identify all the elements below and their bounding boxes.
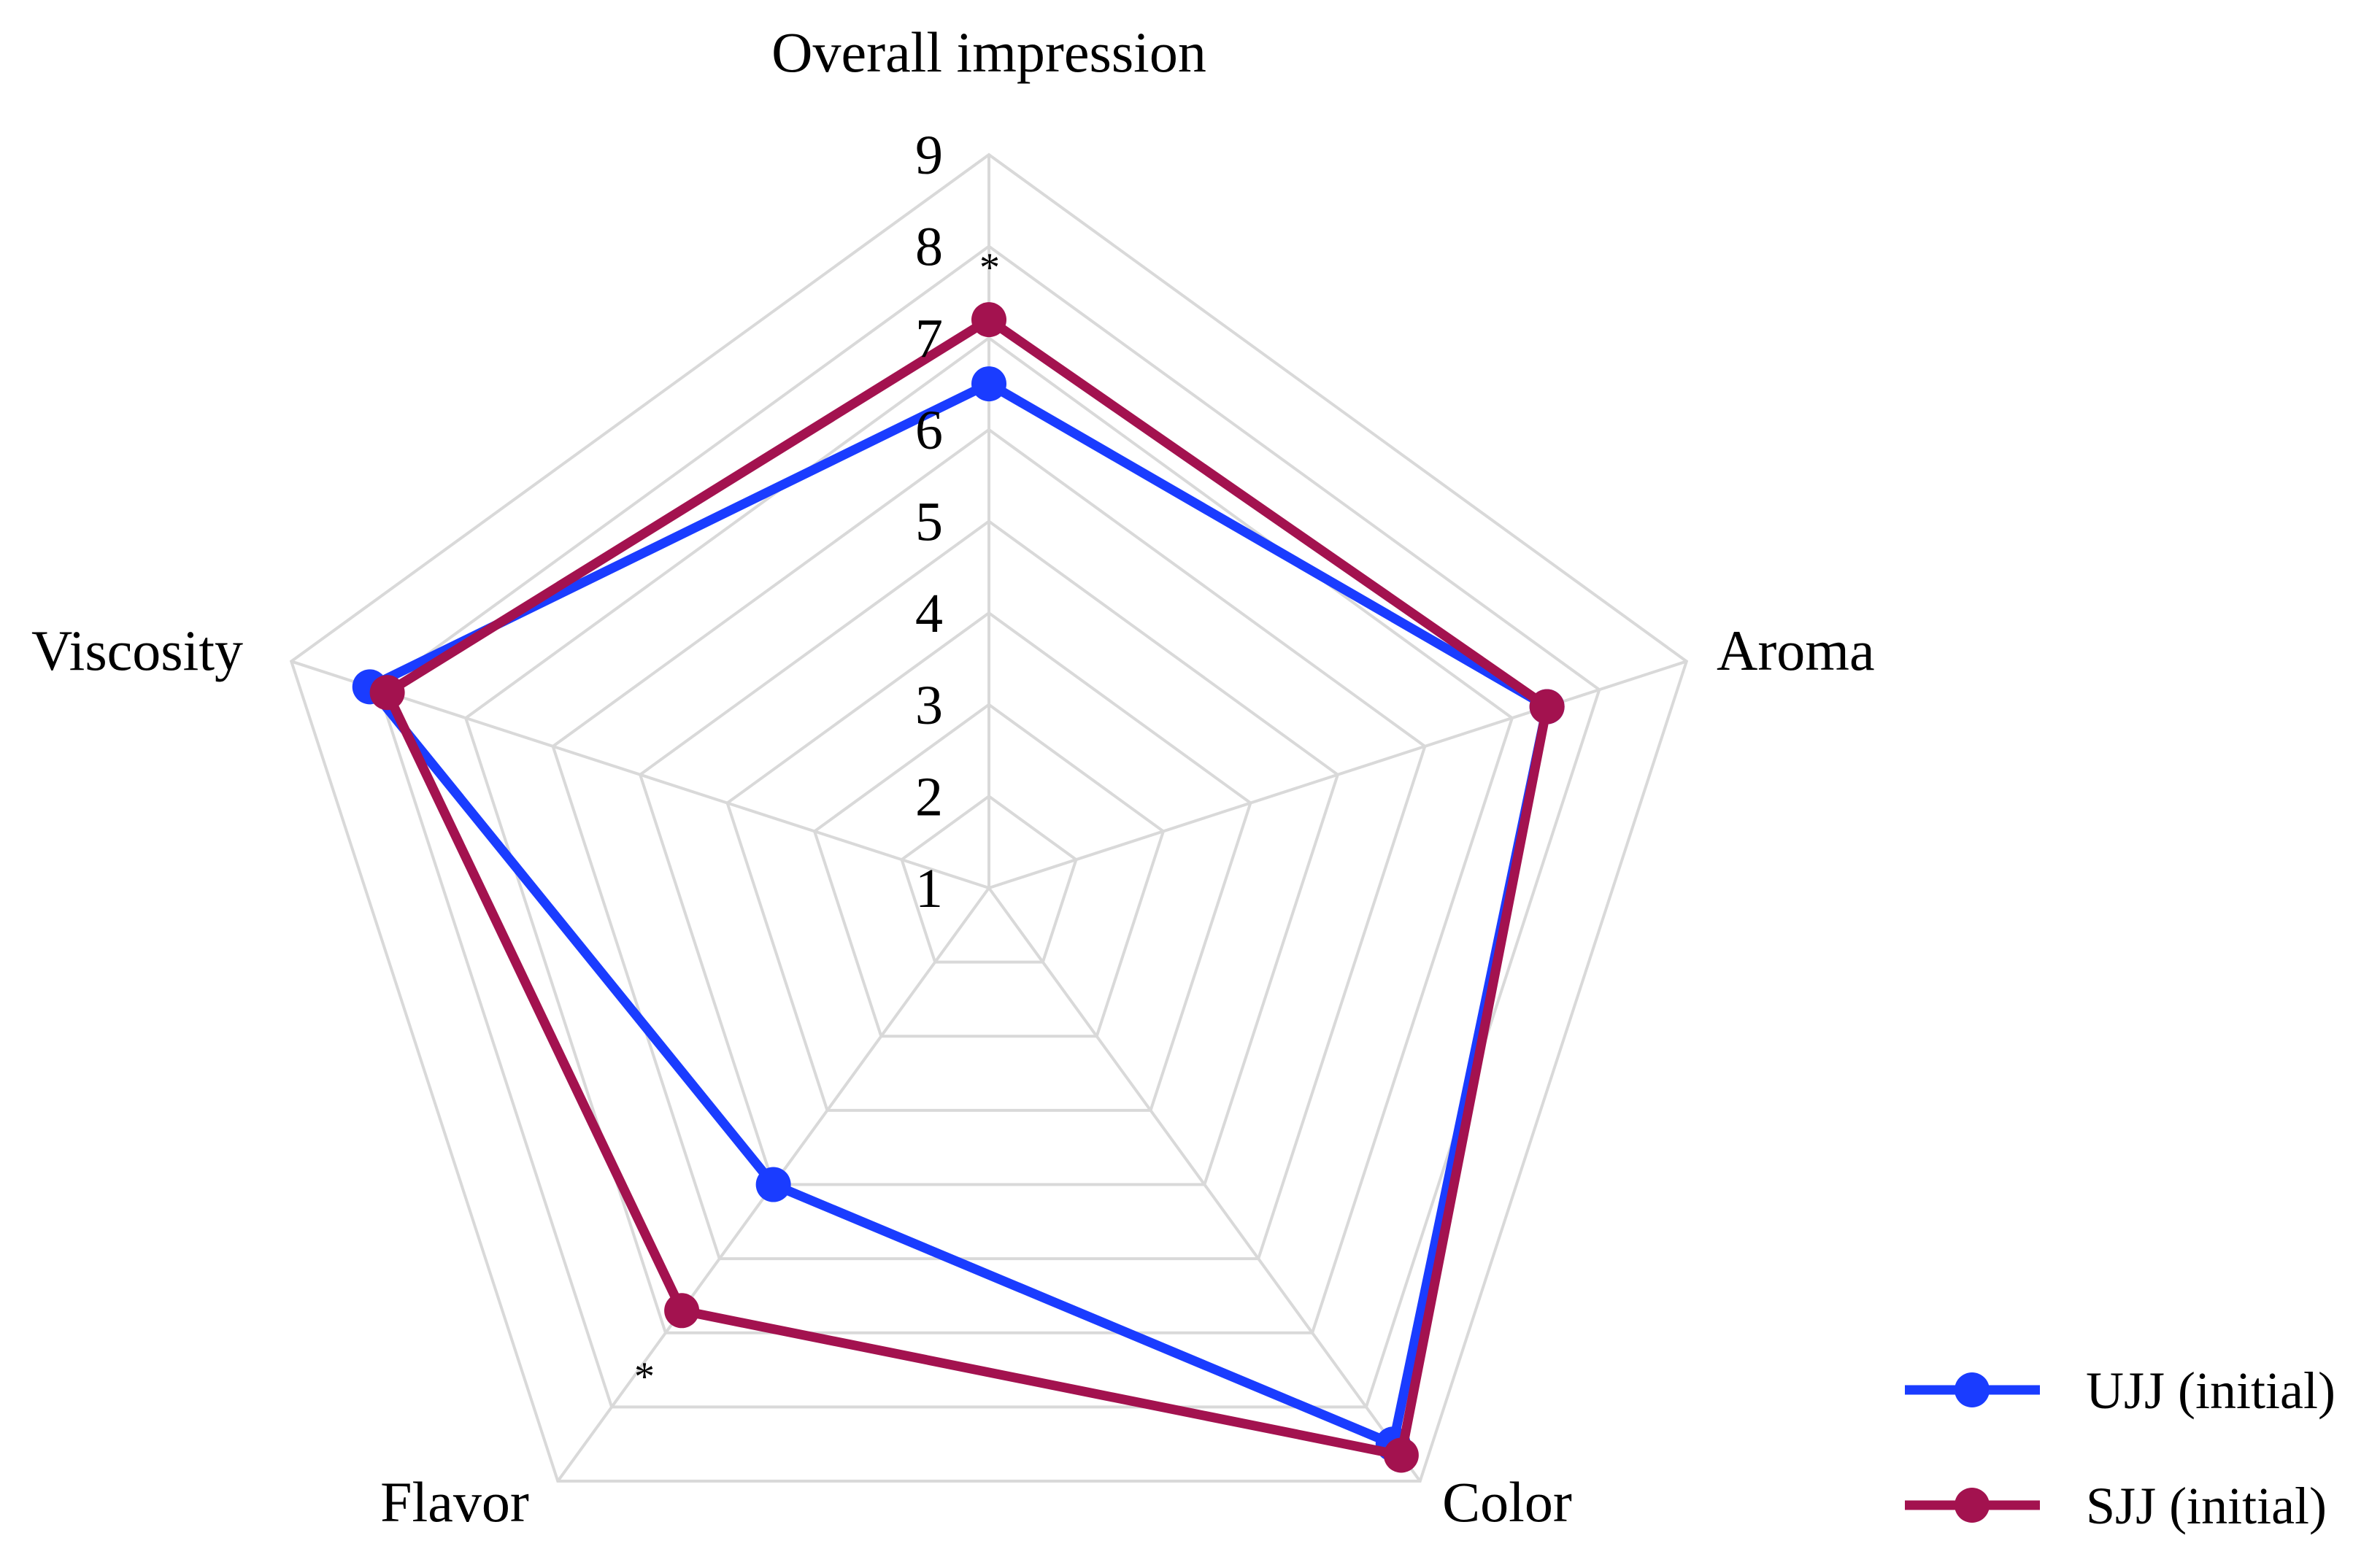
grid-ring-6: [551, 428, 1427, 1261]
grid: [289, 152, 1689, 1483]
series-line: [382, 314, 1552, 1460]
legend-marker: [1955, 1488, 1990, 1523]
tick-label: 3: [915, 675, 943, 736]
tick-label: 5: [915, 492, 943, 553]
tick-label: 8: [915, 217, 943, 278]
grid-ring-3: [812, 703, 1166, 1038]
axis-label: Overall impression: [771, 20, 1206, 84]
data-point: [369, 675, 405, 711]
grid-spoke: [290, 660, 990, 889]
data-point: [755, 1167, 791, 1202]
grid-ring-9: [289, 152, 1689, 1483]
legend-label: SJJ (initial): [2086, 1477, 2327, 1535]
tick-label: 4: [915, 583, 943, 644]
legend-marker: [1955, 1372, 1990, 1407]
legend: UJJ (initial) SJJ (initial): [1905, 1361, 2335, 1535]
data-point: [971, 366, 1006, 402]
tick-label: 1: [915, 858, 943, 919]
data-point: [971, 302, 1006, 338]
grid-ring-8: [377, 244, 1601, 1409]
data-point: [1529, 689, 1565, 725]
axis-label: Viscosity: [31, 619, 243, 682]
grid-ring-5: [638, 519, 1340, 1186]
labels: 1 2 3 4 5 6 7 8 9 Overall impression Aroma Color Fla…: [31, 20, 1875, 1534]
significance-marker: *: [979, 245, 1000, 290]
axis-label: Color: [1442, 1470, 1572, 1534]
tick-label: 6: [915, 400, 943, 461]
axis-label: Flavor: [380, 1470, 529, 1534]
data-point: [1383, 1437, 1419, 1473]
grid-spoke: [987, 886, 1422, 1483]
grid-ring-4: [725, 611, 1252, 1112]
tick-label: 7: [915, 308, 943, 369]
significance-marker: *: [634, 1354, 655, 1399]
series-layer: [352, 302, 1565, 1473]
tick-label: 2: [915, 766, 943, 827]
grid-ring-2: [900, 794, 1078, 964]
legend-label: UJJ (initial): [2086, 1361, 2335, 1420]
grid-spoke: [988, 660, 1687, 889]
axis-label: Aroma: [1717, 619, 1875, 682]
tick-label: 9: [915, 125, 943, 186]
data-point: [664, 1293, 700, 1329]
grid-ring-7: [463, 336, 1514, 1334]
